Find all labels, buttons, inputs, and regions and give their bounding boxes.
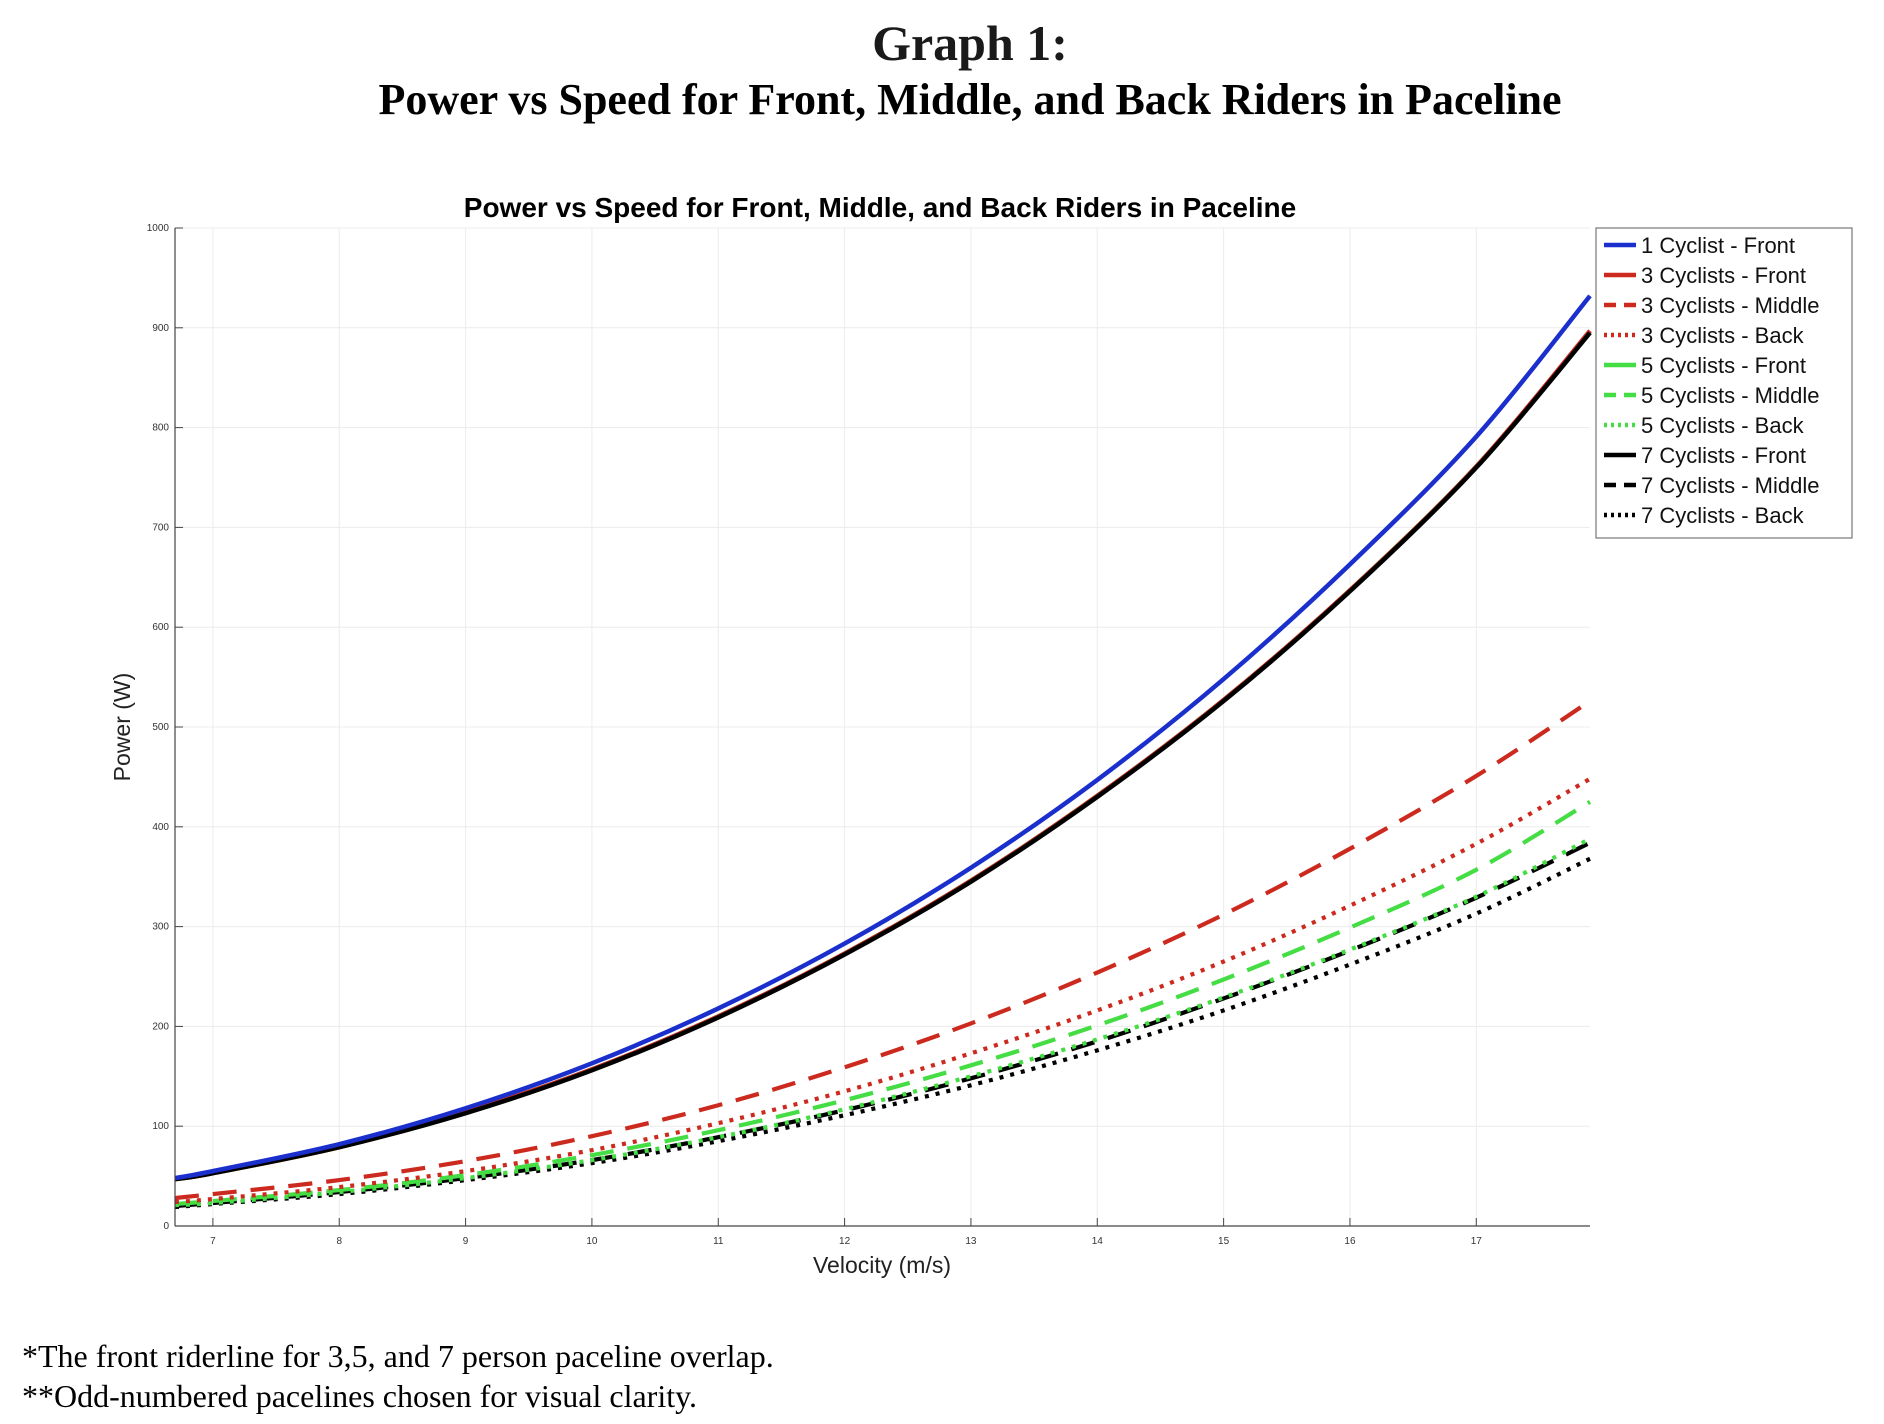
x-tick-label: 9 xyxy=(463,1236,469,1247)
series-line-7-cyclists-front xyxy=(174,331,1592,1182)
y-tick-label: 0 xyxy=(163,1221,169,1232)
x-tick-label: 11 xyxy=(713,1236,724,1247)
chart-title: Power vs Speed for Front, Middle, and Ba… xyxy=(464,192,1296,223)
legend-label-3-cyclists-middle: 3 Cyclists - Middle xyxy=(1641,293,1819,318)
y-tick-label: 800 xyxy=(152,423,169,434)
legend: 1 Cyclist - Front 3 Cyclists - Front 3 Cyc… xyxy=(1595,227,1853,539)
x-tick-label: 17 xyxy=(1471,1236,1483,1247)
legend-label-7-cyclists-back: 7 Cyclists - Back xyxy=(1641,503,1805,528)
y-tick-label: 100 xyxy=(152,1121,169,1132)
y-tick-label: 900 xyxy=(152,323,169,334)
y-tick-label: 1000 xyxy=(147,223,170,234)
document-subtitle: Power vs Speed for Front, Middle, and Ba… xyxy=(378,75,1562,124)
y-tick-label: 400 xyxy=(152,822,169,833)
axes: 7 8 9 10 11 12 13 14 15 16 17 0 100 200 300 400 500 600 70… xyxy=(147,223,1590,1247)
legend-label-5-cyclists-front: 5 Cyclists - Front xyxy=(1641,353,1806,378)
series-line-1-cyclist-front xyxy=(174,294,1592,1181)
document-title: Graph 1: xyxy=(872,15,1068,71)
series-line-5-cyclists-back xyxy=(174,836,1591,1208)
legend-label-1-cyclist-front: 1 Cyclist - Front xyxy=(1641,233,1795,258)
series-line-7-cyclists-middle xyxy=(174,840,1591,1209)
series-line-3-cyclists-back xyxy=(174,777,1592,1205)
series-line-5-cyclists-middle xyxy=(174,800,1592,1207)
y-tick-label: 700 xyxy=(152,522,169,533)
y-tick-label: 300 xyxy=(152,922,169,933)
legend-box xyxy=(1595,227,1853,539)
legend-label-3-cyclists-back: 3 Cyclists - Back xyxy=(1641,323,1805,348)
x-tick-label: 13 xyxy=(965,1236,977,1247)
x-tick-label: 15 xyxy=(1218,1236,1230,1247)
legend-label-7-cyclists-front: 7 Cyclists - Front xyxy=(1641,443,1806,468)
x-tick-label: 7 xyxy=(210,1236,216,1247)
x-tick-label: 16 xyxy=(1344,1236,1356,1247)
y-tick-label: 600 xyxy=(152,622,169,633)
y-tick-label: 500 xyxy=(152,722,169,733)
y-axis-label: Power (W) xyxy=(109,673,135,782)
legend-label-7-cyclists-middle: 7 Cyclists - Middle xyxy=(1641,473,1819,498)
x-axis-label: Velocity (m/s) xyxy=(813,1252,951,1278)
legend-label-5-cyclists-middle: 5 Cyclists - Middle xyxy=(1641,383,1819,408)
x-tick-label: 14 xyxy=(1092,1236,1104,1247)
x-tick-label: 8 xyxy=(336,1236,342,1247)
legend-label-5-cyclists-back: 5 Cyclists - Back xyxy=(1641,413,1805,438)
legend-label-3-cyclists-front: 3 Cyclists - Front xyxy=(1641,263,1806,288)
power-speed-chart: 7 8 9 10 11 12 13 14 15 16 17 0 100 200 300 400 500 600 70… xyxy=(109,192,1853,1278)
footnote-odd-numbered: **Odd-numbered pacelines chosen for visu… xyxy=(22,1378,698,1414)
x-tick-label: 12 xyxy=(839,1236,851,1247)
series-lines xyxy=(174,294,1592,1210)
footnote-overlap: *The front riderline for 3,5, and 7 pers… xyxy=(22,1338,774,1374)
y-tick-label: 200 xyxy=(152,1021,169,1032)
x-tick-label: 10 xyxy=(586,1236,598,1247)
series-line-3-cyclists-middle xyxy=(174,699,1592,1201)
grid xyxy=(175,227,1590,1227)
